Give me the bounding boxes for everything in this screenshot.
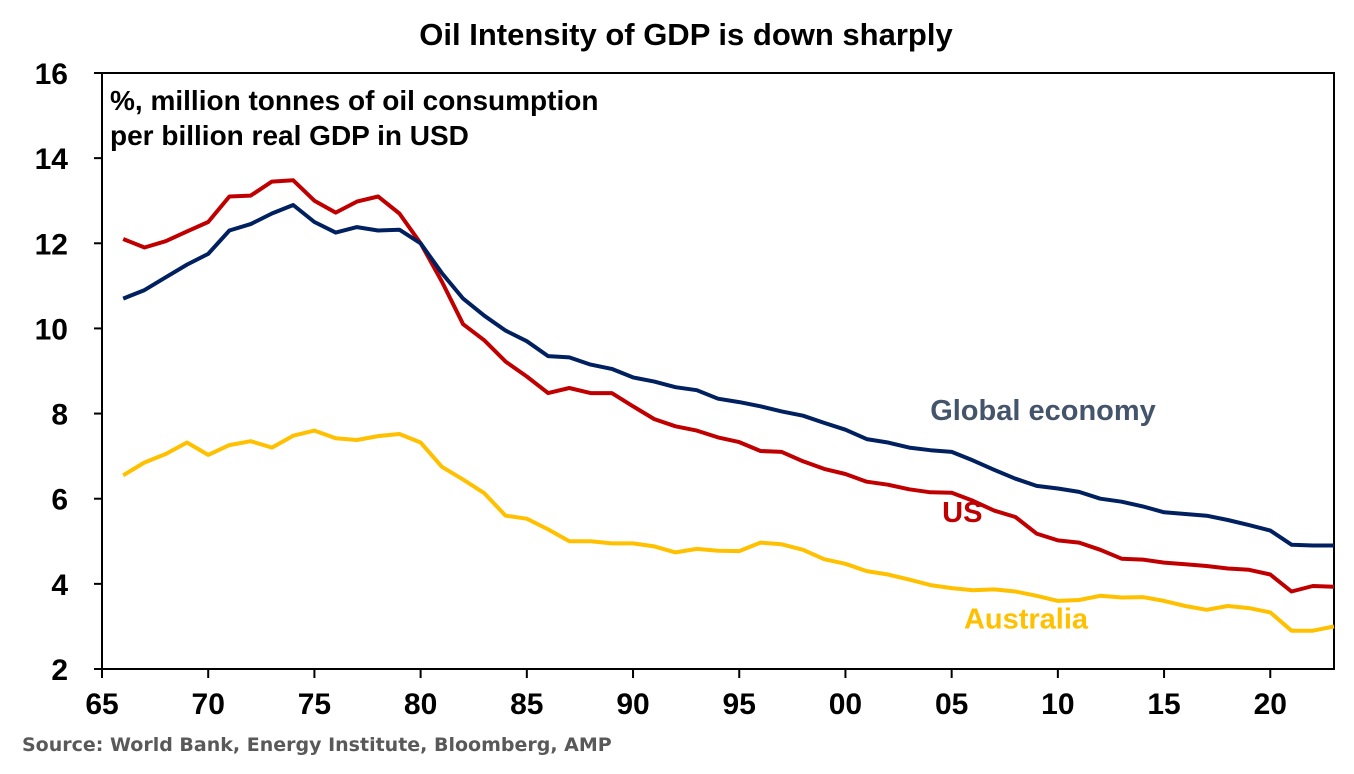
x-tick-label: 20 bbox=[1254, 688, 1287, 721]
series-line-global-economy bbox=[122, 203, 1334, 548]
series-lines bbox=[122, 178, 1335, 633]
series-label-global-economy: Global economy bbox=[930, 395, 1156, 427]
series-labels: Global economy US Australia bbox=[930, 395, 1156, 636]
chart-subtitle-line-2: per billion real GDP in USD bbox=[110, 120, 469, 151]
x-tick-label: 05 bbox=[935, 688, 968, 721]
x-tick-label: 90 bbox=[616, 688, 649, 721]
x-axis: 65 70 75 80 85 90 95 00 05 10 15 20 bbox=[85, 669, 1287, 721]
chart-title: Oil Intensity of GDP is down sharply bbox=[419, 17, 953, 52]
x-tick-label: 70 bbox=[192, 688, 225, 721]
y-axis: 2 4 6 8 10 12 14 16 bbox=[35, 58, 102, 687]
series-line-australia bbox=[122, 428, 1335, 633]
x-tick-label: 00 bbox=[829, 688, 862, 721]
y-tick-label: 14 bbox=[35, 143, 69, 176]
y-tick-label: 4 bbox=[51, 569, 68, 602]
y-tick-label: 10 bbox=[35, 313, 68, 346]
plot-frame bbox=[101, 72, 1335, 670]
x-tick-label: 15 bbox=[1147, 688, 1180, 721]
chart-subtitle-line-1: %, million tonnes of oil consumption bbox=[110, 85, 598, 116]
x-tick-label: 10 bbox=[1041, 688, 1074, 721]
series-label-australia: Australia bbox=[964, 604, 1089, 636]
y-tick-label: 6 bbox=[51, 484, 68, 517]
source-note: Source: World Bank, Energy Institute, Bl… bbox=[22, 734, 612, 756]
x-tick-label: 75 bbox=[298, 688, 331, 721]
x-tick-label: 95 bbox=[723, 688, 756, 721]
y-tick-label: 16 bbox=[35, 58, 68, 91]
x-tick-label: 65 bbox=[85, 688, 118, 721]
series-label-us: US bbox=[942, 497, 982, 529]
y-tick-label: 12 bbox=[35, 228, 68, 261]
x-tick-label: 80 bbox=[404, 688, 437, 721]
x-tick-label: 85 bbox=[510, 688, 543, 721]
y-tick-label: 2 bbox=[51, 654, 68, 687]
y-tick-label: 8 bbox=[51, 399, 68, 432]
series-line-us bbox=[122, 178, 1335, 594]
